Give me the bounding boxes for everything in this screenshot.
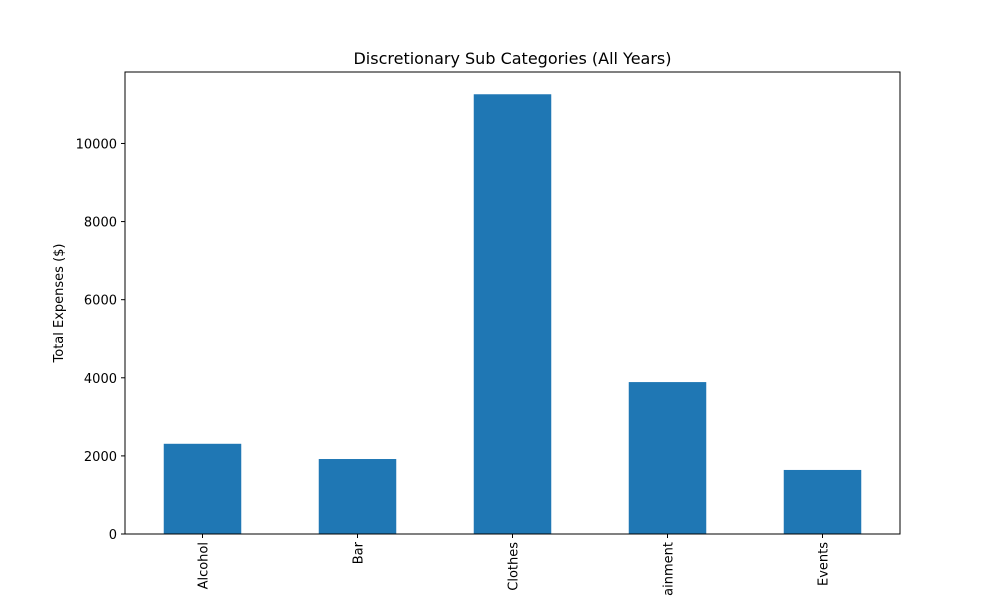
y-tick-label: 0 [109,528,117,543]
bar-clothes [473,94,552,535]
bar-bar [318,459,397,534]
bars-group [163,94,862,535]
bar-alcohol [163,443,242,534]
chart-title: Discretionary Sub Categories (All Years) [353,49,671,68]
y-tick-label: 6000 [84,294,117,309]
bar-ainment [628,382,707,534]
y-tick-label: 2000 [84,450,117,465]
bar-events [783,469,862,534]
y-axis: 0 2000 4000 6000 8000 10000 [76,137,125,543]
x-tick-label: Alcohol [197,542,212,589]
y-tick-label: 4000 [84,372,117,387]
x-tick-label: ainment [662,542,677,596]
x-tick-label: Events [817,542,832,586]
y-tick-label: 10000 [76,137,117,152]
x-axis: Alcohol Bar Clothes ainment Events [197,534,832,596]
y-axis-label: Total Expenses ($) [52,244,67,364]
y-tick-label: 8000 [84,216,117,231]
x-tick-label: Bar [352,541,367,564]
x-tick-label: Clothes [507,542,522,591]
